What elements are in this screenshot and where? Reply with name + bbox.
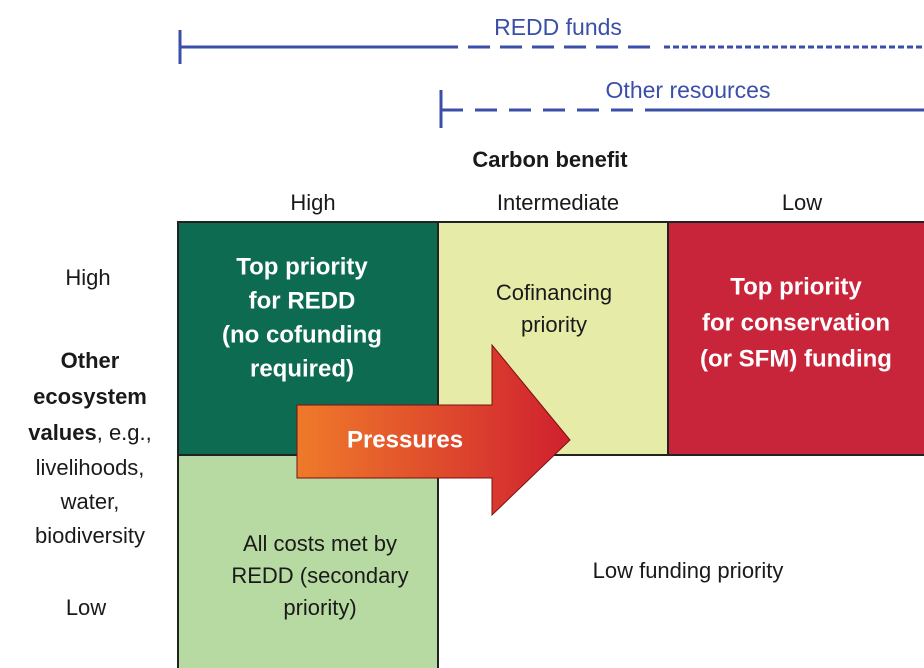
cell-text: Low funding priority (593, 558, 784, 583)
y-title-part: , e.g., (97, 420, 152, 445)
y-title-line: biodiversity (35, 523, 145, 548)
y-title-line: ecosystem (33, 384, 147, 409)
col-label: Low (782, 190, 822, 215)
row-label: High (65, 265, 110, 290)
cell-text: priority (521, 312, 587, 337)
cell (177, 454, 439, 668)
cell-text: priority) (283, 595, 356, 620)
cell-text: for conservation (702, 309, 890, 336)
cell-text: REDD (secondary (231, 563, 408, 588)
arrow-label: Pressures (347, 426, 463, 453)
y-title-line: water, (60, 489, 120, 514)
y-title-line: values, e.g., (28, 420, 152, 445)
y-title: Other ecosystem values, e.g., livelihood… (28, 348, 152, 548)
x-title: Carbon benefit (472, 147, 628, 172)
col-label: Intermediate (497, 190, 619, 215)
cell-text: All costs met by (243, 531, 397, 556)
cell-text: Top priority (236, 253, 368, 280)
cell (667, 221, 924, 456)
other-resources: Other resources (606, 77, 771, 103)
funding-lines (178, 30, 924, 128)
cell-text: Top priority (730, 273, 862, 300)
cell-text: Cofinancing (496, 280, 612, 305)
y-title-part: values (28, 420, 97, 445)
cell-text: required) (250, 355, 354, 382)
y-title-line: Other (61, 348, 120, 373)
redd-funds: REDD funds (494, 14, 622, 40)
cell-text: (no cofunding (222, 321, 382, 348)
pressures-arrow (296, 343, 571, 517)
col-label: High (290, 190, 335, 215)
cell-text: for REDD (249, 287, 356, 314)
row-label: Low (66, 595, 106, 620)
y-title-line: livelihoods, (36, 455, 145, 480)
cell-text: (or SFM) funding (700, 345, 892, 372)
